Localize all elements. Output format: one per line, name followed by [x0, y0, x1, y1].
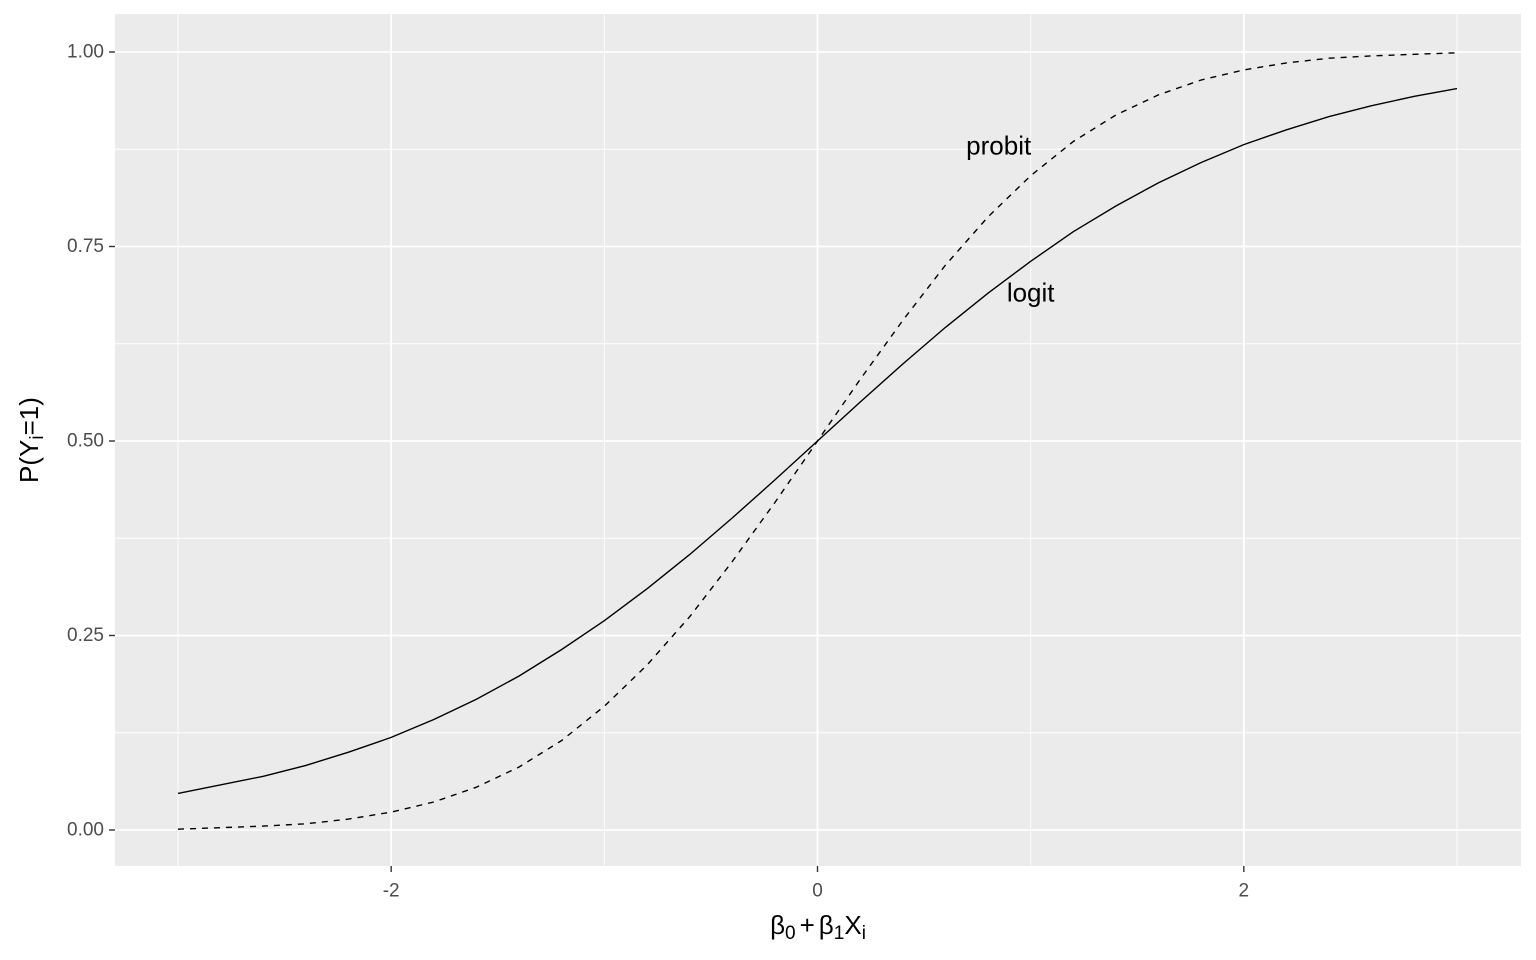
y-axis-title: P(Yi=1)	[14, 397, 48, 483]
x-tick-label: -2	[383, 881, 400, 902]
x-axis: -2 0 2	[383, 866, 1249, 902]
data-lines	[177, 52, 1458, 830]
y-tick-label: 0.50	[67, 431, 104, 452]
probit-line	[177, 52, 1458, 830]
x-tick-label: 2	[1239, 881, 1250, 902]
logit-line	[177, 87, 1458, 795]
x-tick-label: 0	[812, 881, 823, 902]
x-axis-title: β0 + β1Xi	[770, 910, 866, 944]
y-axis: 0.00 0.25 0.50 0.75 1.00	[67, 42, 115, 841]
y-tick-label: 0.75	[67, 236, 104, 257]
y-tick-label: 1.00	[67, 42, 104, 63]
annotations: probit logit	[966, 131, 1055, 308]
y-tick-label: 0.25	[67, 625, 104, 646]
y-tick-label: 0.00	[67, 820, 104, 841]
annotation-probit: probit	[966, 131, 1032, 161]
annotation-logit: logit	[1007, 278, 1055, 308]
